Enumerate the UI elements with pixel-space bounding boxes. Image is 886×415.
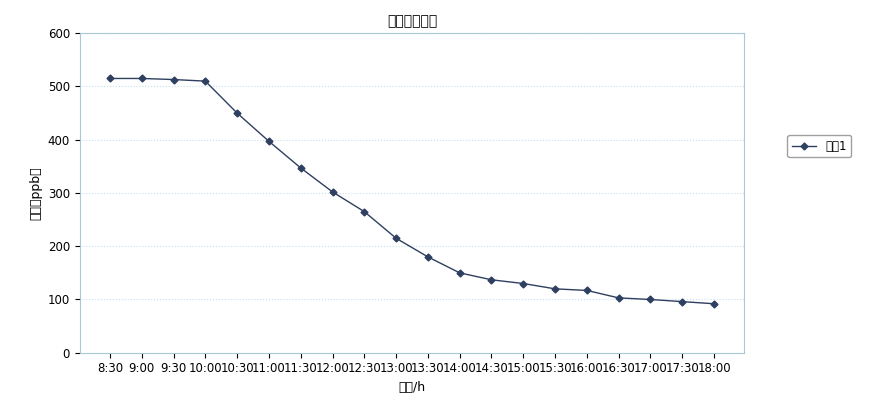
系列1: [645, 297, 656, 302]
系列1: [136, 76, 147, 81]
系列1: [327, 189, 338, 194]
Line: 系列1: 系列1: [107, 76, 717, 306]
系列1: [264, 139, 275, 144]
系列1: [613, 295, 624, 300]
系列1: [709, 301, 719, 306]
系列1: [581, 288, 592, 293]
系列1: [168, 77, 179, 82]
Y-axis label: 甲醒（ppb）: 甲醒（ppb）: [29, 166, 43, 220]
系列1: [455, 271, 465, 276]
系列1: [391, 236, 401, 241]
系列1: [200, 78, 211, 83]
系列1: [295, 166, 306, 171]
系列1: [549, 286, 560, 291]
系列1: [518, 281, 529, 286]
系列1: [359, 209, 369, 214]
系列1: [105, 76, 115, 81]
系列1: [423, 254, 433, 259]
系列1: [232, 110, 243, 115]
系列1: [486, 277, 497, 282]
X-axis label: 时间/h: 时间/h: [399, 381, 425, 394]
系列1: [677, 299, 688, 304]
Legend: 系列1: 系列1: [788, 135, 851, 157]
Title: 甲醒降解曲线: 甲醒降解曲线: [387, 14, 437, 28]
